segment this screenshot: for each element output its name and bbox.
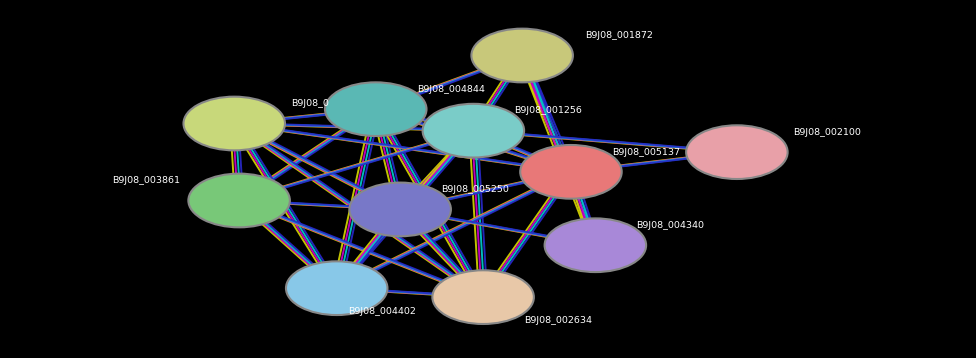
Text: B9J08_003861: B9J08_003861 (112, 176, 181, 185)
Text: B9J08_001872: B9J08_001872 (586, 31, 654, 40)
Ellipse shape (471, 29, 573, 82)
Ellipse shape (423, 104, 524, 158)
Text: B9J08_002100: B9J08_002100 (793, 128, 862, 137)
Text: B9J08_001256: B9J08_001256 (514, 106, 583, 116)
Text: B9J08_004402: B9J08_004402 (348, 307, 417, 316)
Ellipse shape (686, 125, 788, 179)
Ellipse shape (432, 270, 534, 324)
Text: B9J08_0: B9J08_0 (291, 99, 329, 108)
Text: B9J08_005250: B9J08_005250 (441, 185, 509, 194)
Text: B9J08_004844: B9J08_004844 (417, 85, 485, 94)
Ellipse shape (545, 218, 646, 272)
Ellipse shape (349, 183, 451, 236)
Text: B9J08_005137: B9J08_005137 (612, 147, 680, 157)
Ellipse shape (183, 97, 285, 150)
Ellipse shape (325, 82, 427, 136)
Ellipse shape (520, 145, 622, 199)
Text: B9J08_004340: B9J08_004340 (636, 221, 705, 230)
Ellipse shape (188, 174, 290, 227)
Ellipse shape (286, 261, 387, 315)
Text: B9J08_002634: B9J08_002634 (524, 316, 592, 325)
